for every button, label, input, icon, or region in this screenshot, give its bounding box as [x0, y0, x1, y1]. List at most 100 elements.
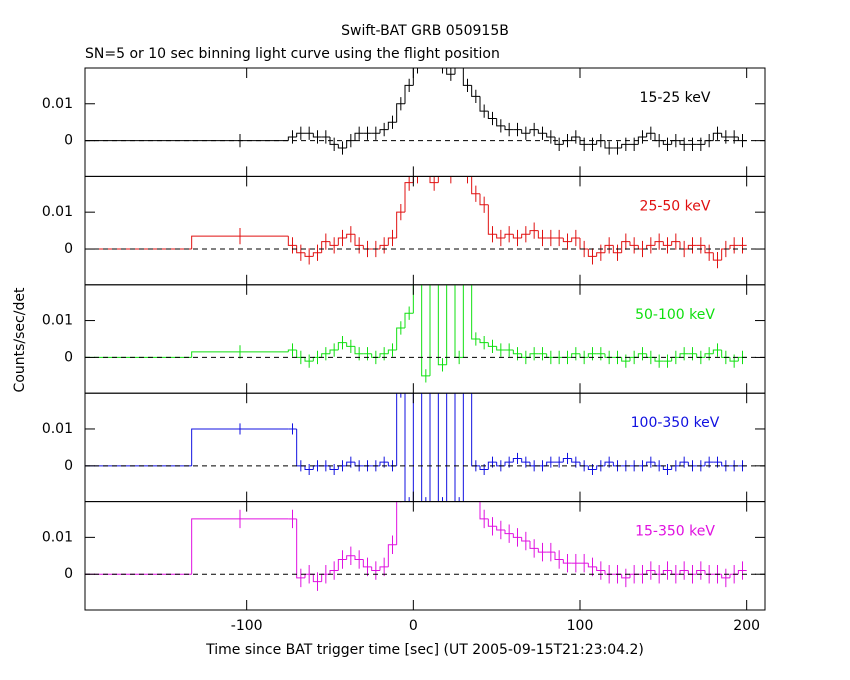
step-segment — [412, 68, 414, 86]
step-segment — [304, 357, 314, 362]
step-segment — [471, 176, 480, 195]
step-segment — [479, 465, 489, 471]
step-segment — [437, 284, 447, 366]
step-segment — [546, 133, 555, 138]
step-segment — [579, 136, 589, 145]
step-segment — [362, 559, 372, 568]
step-segment — [429, 393, 431, 502]
step-segment — [462, 393, 464, 502]
y-axis-label: Counts/sec/det — [12, 287, 28, 392]
step-segment — [454, 68, 456, 75]
step-segment — [471, 85, 480, 97]
step-segment — [637, 136, 647, 145]
step-segment — [637, 353, 647, 358]
x-tick-label: 100 — [567, 618, 594, 634]
y-tick-label: 0.01 — [42, 204, 73, 220]
step-segment — [504, 125, 514, 131]
step-segment — [496, 526, 505, 531]
step-segment — [487, 518, 497, 527]
legend-label: 50-100 keV — [635, 307, 715, 323]
step-segment — [462, 284, 464, 358]
step-segment — [721, 133, 730, 138]
step-segment — [729, 244, 739, 250]
step-segment — [646, 132, 655, 137]
panel-frame — [84, 501, 766, 611]
step-segment — [396, 501, 398, 545]
step-segment — [571, 237, 580, 242]
step-segment — [704, 353, 714, 358]
step-segment — [496, 234, 505, 239]
step-segment — [562, 237, 572, 243]
step-segment — [496, 118, 505, 127]
step-segment — [654, 241, 664, 246]
step-segment — [604, 244, 614, 253]
step-segment — [596, 252, 605, 257]
step-segment — [304, 252, 314, 257]
step-segment — [496, 346, 505, 351]
step-segment — [662, 241, 672, 246]
step-segment — [571, 458, 580, 463]
step-segment — [437, 393, 439, 502]
chart-subtitle: SN=5 or 10 sec binning light curve using… — [85, 46, 500, 62]
step-segment — [504, 461, 514, 466]
step-segment — [587, 563, 597, 568]
chart-title: Swift-BAT GRB 050915B — [341, 23, 509, 39]
step-segment — [529, 129, 539, 134]
step-segment — [596, 566, 605, 572]
step-segment — [287, 349, 297, 352]
step-segment — [287, 236, 297, 246]
step-segment — [512, 533, 522, 538]
step-segment — [304, 465, 314, 471]
step-segment — [471, 393, 480, 467]
step-segment — [191, 351, 289, 358]
step-segment — [387, 349, 397, 354]
step-segment — [396, 103, 405, 123]
step-segment — [312, 252, 322, 257]
step-segment — [529, 230, 539, 235]
step-segment — [412, 284, 414, 314]
step-segment — [396, 327, 405, 351]
step-segment — [422, 168, 430, 175]
y-tick-label: 0 — [64, 458, 73, 474]
y-tick-label: 0.01 — [42, 313, 73, 329]
step-segment — [354, 346, 364, 355]
step-segment — [379, 353, 389, 358]
step-segment — [737, 570, 747, 575]
step-segment — [604, 461, 614, 466]
step-segment — [679, 461, 689, 466]
step-segment — [654, 357, 664, 362]
step-segment — [329, 465, 339, 471]
step-segment — [487, 461, 497, 470]
step-segment — [312, 574, 322, 583]
step-segment — [679, 570, 689, 575]
step-segment — [354, 234, 364, 246]
step-segment — [479, 96, 489, 112]
step-segment — [687, 244, 697, 250]
step-segment — [446, 393, 448, 502]
panel-frame — [84, 284, 766, 394]
step-segment — [571, 353, 580, 358]
step-segment — [296, 132, 305, 137]
step-segment — [405, 464, 413, 493]
step-segment — [371, 566, 380, 572]
step-segment — [712, 349, 722, 354]
step-segment — [487, 342, 497, 347]
step-segment — [479, 501, 489, 520]
step-segment — [346, 555, 355, 560]
step-segment — [471, 284, 480, 340]
step-segment — [387, 121, 397, 130]
step-segment — [662, 140, 672, 145]
legend-label: 15-25 keV — [640, 90, 711, 106]
step-segment — [429, 176, 439, 184]
step-segment — [329, 241, 339, 246]
step-segment — [679, 140, 689, 145]
step-segment — [712, 252, 722, 261]
step-segment — [346, 233, 355, 238]
step-segment — [554, 136, 564, 145]
step-segment — [587, 249, 597, 257]
step-segment — [191, 428, 289, 466]
step-segment — [412, 393, 414, 502]
step-segment — [612, 245, 622, 254]
